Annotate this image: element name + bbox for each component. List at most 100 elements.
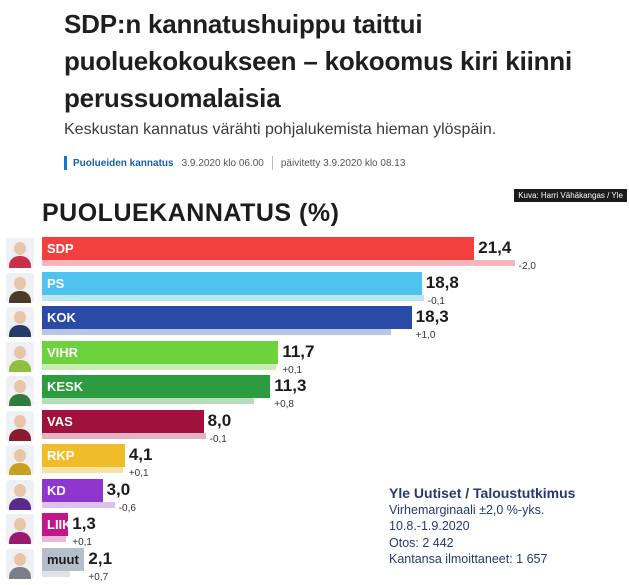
article-lead: Keskustan kannatus värähti pohjalukemist… <box>64 121 497 138</box>
party-support-graphic: Kuva: Harri Vähäkangas / Yle PUOLUEKANNA… <box>0 185 629 583</box>
chart-title: PUOLUEKANNATUS (%) <box>42 199 340 227</box>
source-line: Kantansa ilmoittaneet: 1 657 <box>389 552 548 566</box>
party-leader-avatar <box>6 479 34 510</box>
previous-value-bar <box>42 363 277 370</box>
avatar-head <box>14 483 26 497</box>
avatar-head <box>14 242 26 255</box>
change-label: -0,1 <box>427 295 445 307</box>
previous-value-bar <box>42 570 71 577</box>
bar-row: PS 18,8 -0,1 <box>0 271 629 309</box>
avatar-head <box>14 276 26 290</box>
value-bar: KD <box>42 478 103 502</box>
value-label: 8,0 <box>207 410 232 430</box>
avatar-body <box>9 532 31 544</box>
bar-row: VIHR 11,7 +0,1 <box>0 340 629 378</box>
avatar-body <box>9 566 31 579</box>
party-label: KD <box>47 482 66 498</box>
party-leader-avatar <box>6 307 34 337</box>
previous-value-bar <box>42 536 67 542</box>
party-label: PS <box>47 275 65 291</box>
previous-value-bar <box>42 398 255 404</box>
party-leader-avatar <box>6 341 34 372</box>
avatar-head <box>14 345 26 359</box>
avatar-body <box>9 325 31 337</box>
avatar-body <box>9 290 31 303</box>
value-label: 3,0 <box>106 479 131 499</box>
party-leader-avatar <box>6 238 34 268</box>
value-label: 11,7 <box>282 341 315 361</box>
source-box: Yle Uutiset / Taloustutkimus Virhemargin… <box>389 485 575 568</box>
published-time: 3.9.2020 klo 06.00 <box>181 157 264 169</box>
category-link[interactable]: Puolueiden kannatus <box>73 157 174 169</box>
party-leader-avatar <box>6 514 34 544</box>
value-bar: VAS <box>42 409 204 433</box>
party-label: LIIK <box>47 517 72 532</box>
previous-value-bar <box>42 432 206 439</box>
bar-row: VAS 8,0 -0,1 <box>0 409 629 447</box>
party-label: muut <box>47 551 79 567</box>
previous-value-bar <box>42 467 123 473</box>
avatar-head <box>14 414 26 428</box>
value-label: 21,4 <box>478 238 512 257</box>
party-label: KOK <box>47 310 76 325</box>
avatar-body <box>9 463 31 475</box>
party-leader-avatar <box>6 548 34 579</box>
source-line: 10.8.-1.9.2020 <box>389 519 470 533</box>
avatar-head <box>14 552 26 566</box>
value-bar: KESK <box>42 375 271 398</box>
source-title: Yle Uutiset / Taloustutkimus <box>389 485 576 501</box>
avatar-head <box>14 449 26 462</box>
avatar-body <box>9 394 31 406</box>
party-label: RKP <box>47 448 75 463</box>
value-label: 18,3 <box>415 307 449 326</box>
value-bar: PS <box>42 271 422 295</box>
change-label: -2,0 <box>518 261 536 272</box>
change-label: +0,1 <box>282 364 303 376</box>
bar-row: SDP 21,4 -2,0 <box>0 237 629 274</box>
value-label: 4,1 <box>128 445 153 464</box>
value-bar: SDP <box>42 237 475 260</box>
party-label: KESK <box>47 379 84 394</box>
change-label: +1,0 <box>415 330 436 341</box>
article-meta: Puolueiden kannatus 3.9.2020 klo 06.00 p… <box>64 154 405 172</box>
party-leader-avatar <box>6 272 34 303</box>
party-label: VIHR <box>47 344 79 360</box>
value-bar: VIHR <box>42 340 279 364</box>
value-bar: RKP <box>42 444 125 467</box>
change-label: +0,7 <box>88 571 109 583</box>
party-leader-avatar <box>6 445 34 475</box>
party-label: SDP <box>47 241 74 256</box>
article-headline: SDP:n kannatushuippu taittui puoluekokou… <box>64 9 572 113</box>
previous-value-bar <box>42 260 515 266</box>
value-label: 18,8 <box>425 272 459 292</box>
bar-row: LIIK 1,3 +0,1 <box>0 513 629 550</box>
bar-row: KOK 18,3 +1,0 <box>0 306 629 343</box>
source-line: Virhemarginaali ±2,0 %-yks. <box>389 502 545 517</box>
avatar-head <box>14 518 26 531</box>
change-label: +0,8 <box>274 399 294 410</box>
avatar-body <box>9 359 31 372</box>
previous-value-bar <box>42 501 115 508</box>
previous-value-bar <box>42 294 424 301</box>
category-marker <box>64 156 67 170</box>
value-label: 1,3 <box>72 514 96 533</box>
avatar-head <box>14 380 26 393</box>
bar-row: muut 2,1 +0,7 <box>0 547 629 585</box>
party-leader-avatar <box>6 410 34 441</box>
bar-row: KD 3,0 -0,6 <box>0 478 629 516</box>
source-line: Otos: 2 442 <box>389 535 454 550</box>
avatar-body <box>9 428 31 441</box>
value-bar: muut <box>42 547 85 571</box>
previous-value-bar <box>42 329 392 335</box>
value-label: 11,3 <box>274 376 307 395</box>
party-label: VAS <box>47 413 73 429</box>
change-label: +0,1 <box>72 537 92 548</box>
bar-row: RKP 4,1 +0,1 <box>0 444 629 481</box>
value-bar: KOK <box>42 306 412 329</box>
bar-row: KESK 11,3 +0,8 <box>0 375 629 412</box>
avatar-head <box>14 311 26 324</box>
change-label: -0,1 <box>209 433 227 445</box>
change-label: -0,6 <box>118 502 136 514</box>
change-label: +0,1 <box>128 468 149 479</box>
value-label: 2,1 <box>88 548 113 568</box>
